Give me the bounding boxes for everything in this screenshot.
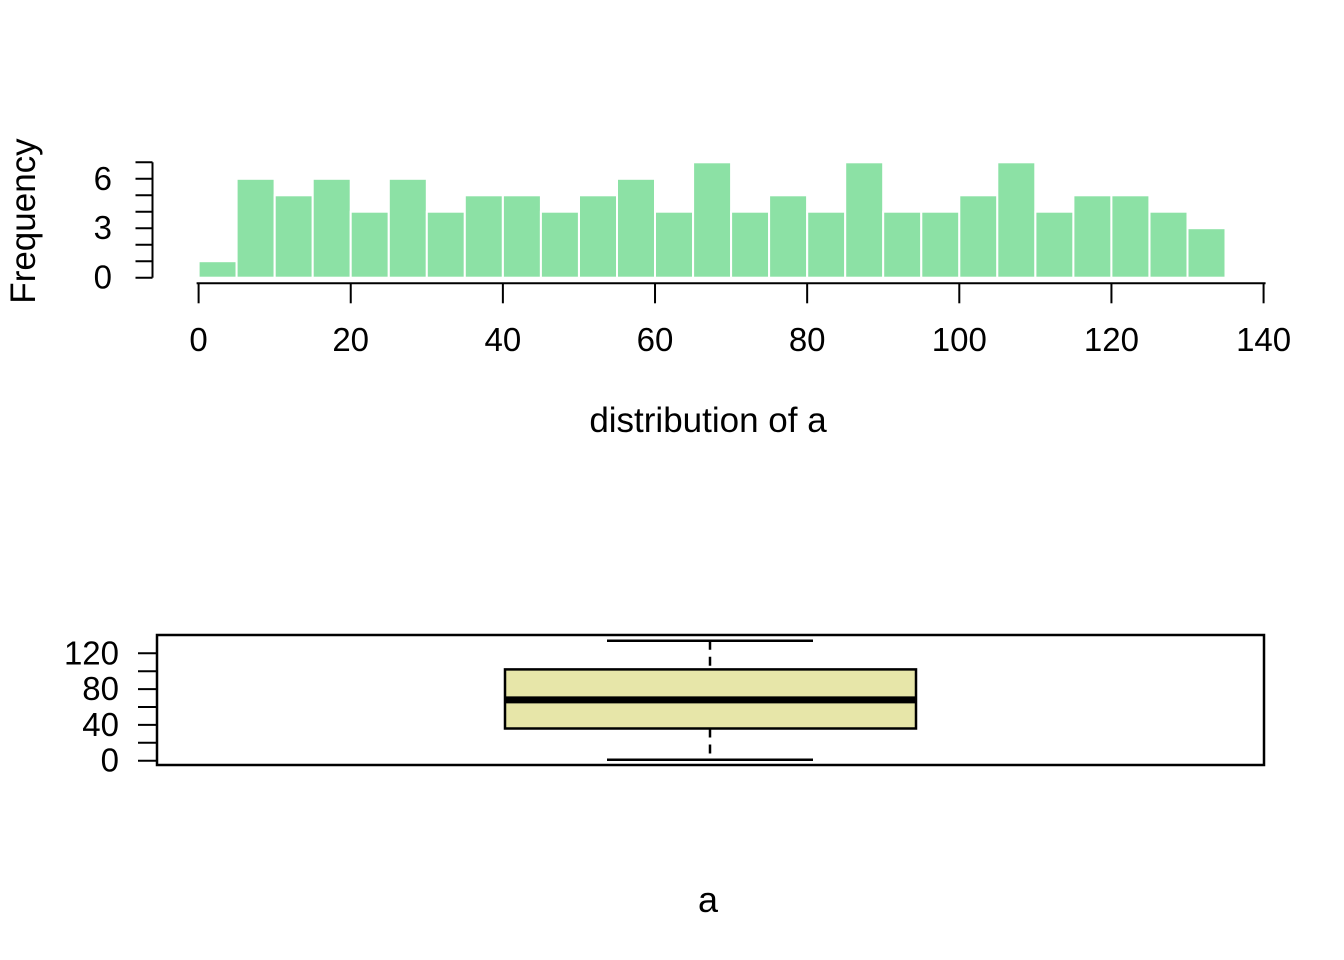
hist-ylabel: Frequency [4,138,43,304]
hist-bar [578,194,618,279]
hist-bar [882,210,923,279]
hist-bar [806,210,847,279]
hist-bar [349,210,390,279]
hist-bar [539,210,580,279]
hist-bar [844,161,885,279]
box-y-tick-label: 80 [82,670,119,707]
hist-xlabel: distribution of a [589,401,827,440]
hist-bar [616,177,656,279]
hist-bar [235,177,276,279]
hist-bar [1186,227,1227,279]
hist-bar [1148,210,1189,279]
hist-y-tick-label: 0 [94,259,112,296]
hist-bar [692,161,733,279]
hist-x-tick-label: 120 [1084,321,1139,358]
hist-y-tick-label: 3 [94,209,112,246]
box-xlabel: a [698,879,719,920]
hist-bar [1072,194,1113,279]
hist-bar [1034,210,1075,279]
hist-bar [501,194,542,279]
hist-bar [425,210,466,279]
hist-x-tick-label: 140 [1236,321,1291,358]
hist-x-tick-label: 80 [789,321,826,358]
hist-x-tick-label: 60 [637,321,674,358]
hist-x-tick-label: 40 [485,321,522,358]
box-y-tick-label: 40 [82,706,119,743]
hist-bar [387,177,428,279]
hist-bar [463,194,504,279]
hist-y-tick-label: 6 [94,160,112,197]
hist-bar [1110,194,1151,279]
box-frame [155,633,1266,767]
hist-bar [768,194,809,279]
hist-x-tick-label: 100 [932,321,987,358]
hist-x-tick-label: 20 [332,321,369,358]
hist-bar [730,210,771,279]
hist-bar [654,210,694,279]
hist-bar [311,177,352,279]
hist-bar [958,194,999,279]
hist-bar [920,210,961,279]
hist-bar [996,161,1037,279]
hist-bar [197,260,238,279]
hist-bar [273,194,314,279]
hist-x-tick-label: 0 [189,321,207,358]
box-y-tick-label: 0 [101,742,119,779]
box-y-tick-label: 120 [64,634,119,671]
